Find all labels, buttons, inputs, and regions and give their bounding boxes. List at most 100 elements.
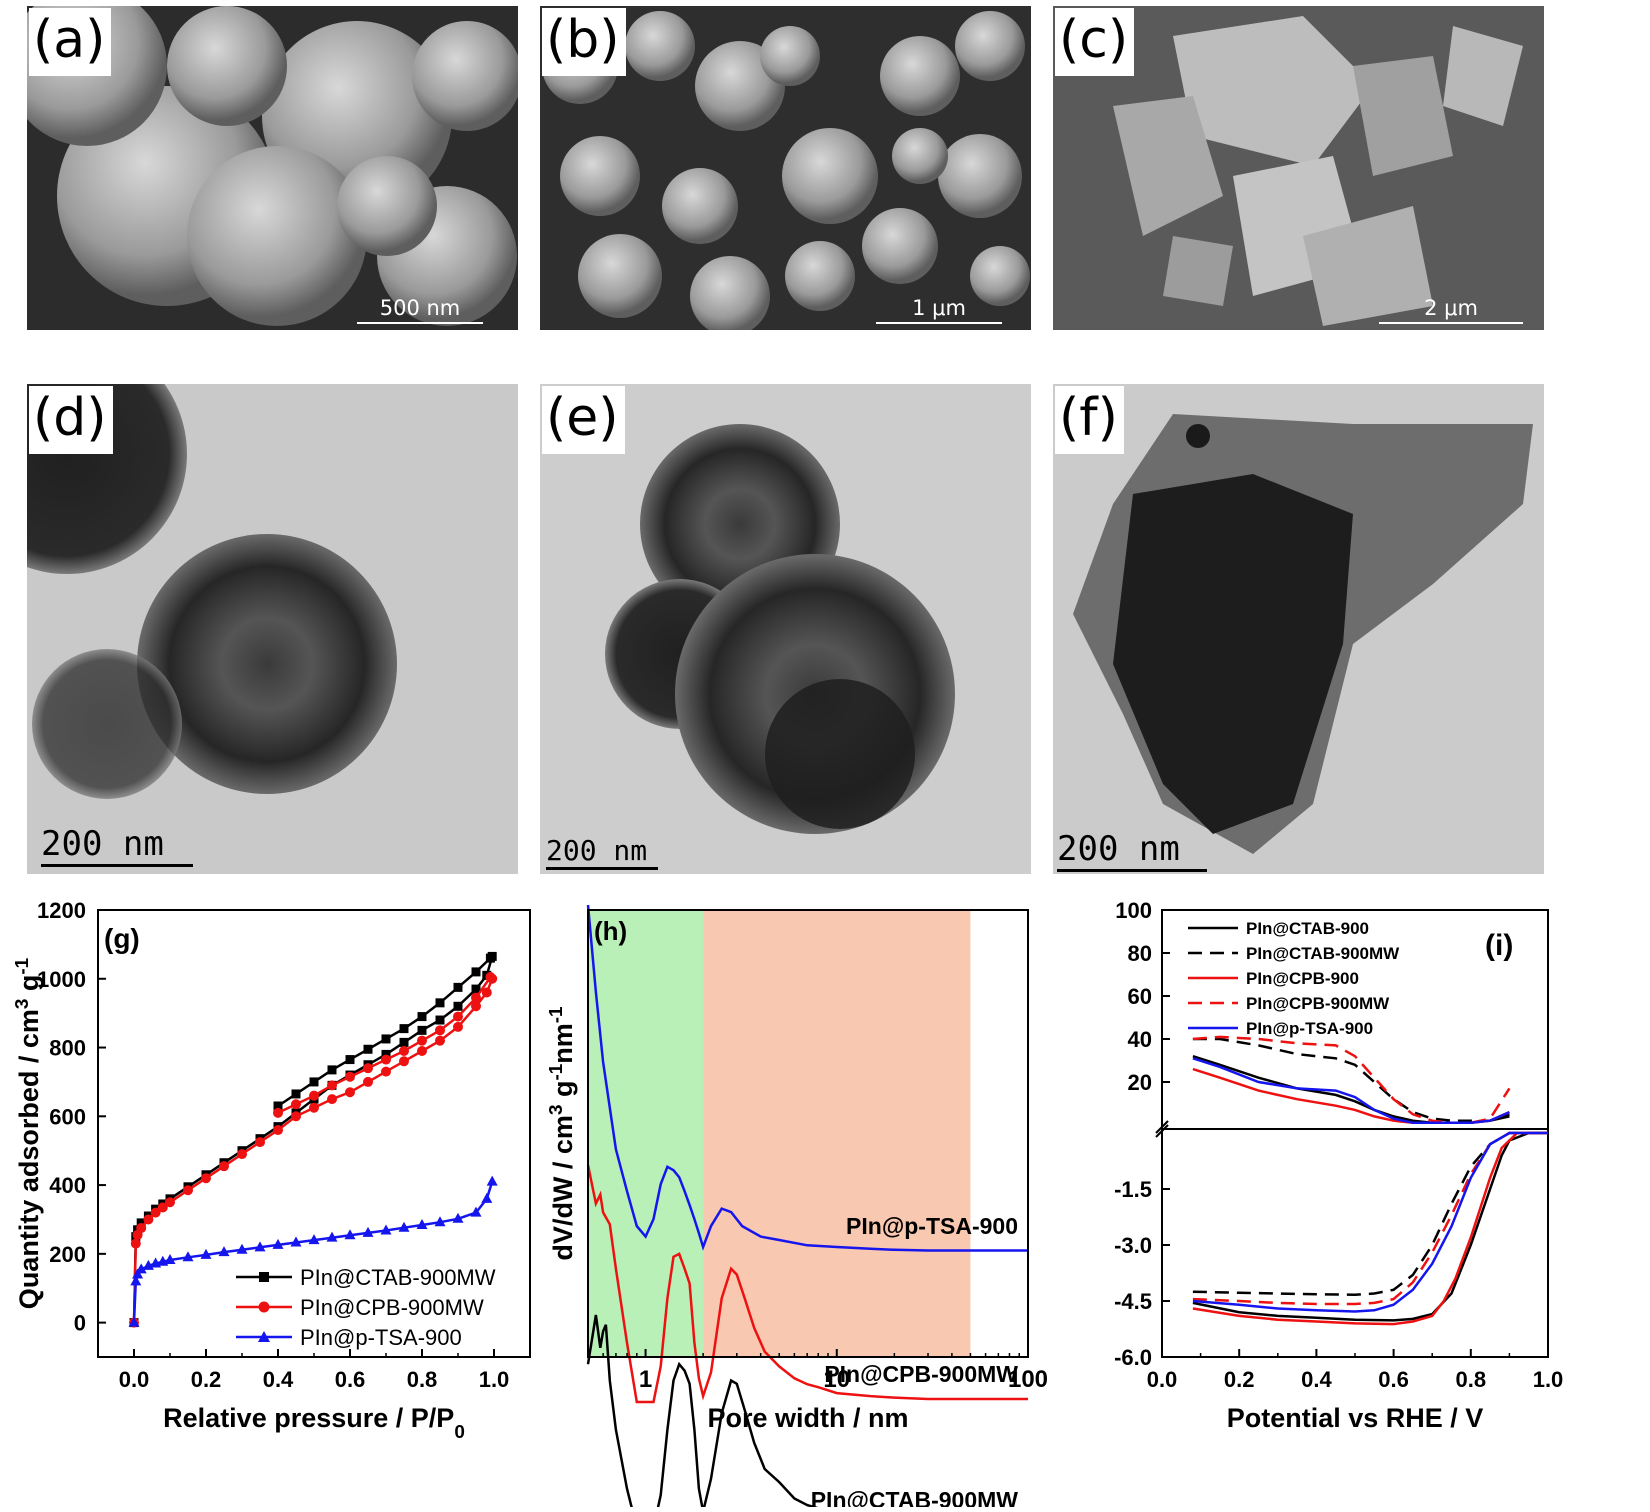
- chart-g-point: [254, 1241, 266, 1252]
- chart-g-point: [452, 1212, 464, 1223]
- chart-g-ytick-label: 800: [49, 1036, 86, 1061]
- chart-g-point: [327, 1065, 337, 1075]
- chart-h-region: [703, 910, 971, 1357]
- chart-g-point: [218, 1246, 230, 1257]
- chart-g-ylabel-part: 3: [12, 999, 33, 1010]
- chart-g-xtick-label: 1.0: [479, 1367, 510, 1392]
- tem-image-f: (f) 200 nm: [1053, 384, 1544, 874]
- chart-g-point: [165, 1197, 175, 1208]
- chart-g-xtick-label: 0.2: [191, 1367, 222, 1392]
- chart-g-point: [344, 1229, 356, 1240]
- chart-i-series-bottom: [1192, 1131, 1548, 1326]
- chart-g-ylabel-part: Quantity adsorbed / cm: [14, 1009, 44, 1309]
- chart-g-point: [381, 1066, 391, 1077]
- chart-g-point: [417, 1045, 427, 1056]
- chart-g-point: [132, 1268, 144, 1279]
- chart-g-point: [236, 1243, 248, 1254]
- chart-g-ytick-label: 600: [49, 1104, 86, 1129]
- chart-g-point: [135, 1263, 147, 1274]
- chart-h-ylabel-part: -1: [546, 1006, 567, 1023]
- scale-bar-f: 200 nm: [1057, 829, 1207, 872]
- chart-i: 0.0 0.2 0.4 0.6 0.8 1.0 20 40 60 80 100 -1.5 -3.0 -4.…: [1038, 895, 1650, 1507]
- panel-label-b: (b): [542, 8, 626, 76]
- chart-g-point: [272, 1238, 284, 1249]
- chart-g-panel-label: (g): [104, 923, 140, 954]
- chart-g-point: [309, 1077, 319, 1087]
- chart-g-point: [435, 1015, 445, 1025]
- chart-h-region: [588, 910, 704, 1357]
- chart-g-point: [309, 1102, 319, 1113]
- chart-g-point: [327, 1080, 337, 1091]
- chart-g-point: [130, 1238, 141, 1249]
- chart-g-point: [470, 1206, 482, 1217]
- chart-g-xlabel: Relative pressure / P/P0: [163, 1403, 465, 1443]
- chart-g-point: [362, 1226, 374, 1237]
- chart-g-point: [143, 1214, 154, 1225]
- chart-g-point: [380, 1224, 392, 1235]
- chart-i-break-mark: [1155, 1124, 1169, 1138]
- chart-g-point: [416, 1218, 428, 1229]
- chart-h-xlabel: Pore width / nm: [707, 1403, 908, 1433]
- sem-image-c: (c) 2 μm: [1053, 6, 1544, 330]
- chart-i-break-mark: [1155, 1120, 1169, 1134]
- chart-g-ytick-label: 1200: [37, 898, 86, 923]
- chart-g-point: [381, 1034, 391, 1044]
- chart-g-xtick-label: 0.4: [263, 1367, 294, 1392]
- chart-i-legend-label: PIn@p-TSA-900: [1246, 1019, 1373, 1038]
- chart-i-legend-label: PIn@CTAB-900MW: [1246, 944, 1400, 963]
- scale-bar-d: 200 nm: [41, 824, 193, 867]
- chart-g-ylabel-part: -1: [12, 958, 33, 975]
- chart-g-point: [237, 1149, 247, 1160]
- chart-g-point: [417, 1025, 427, 1035]
- chart-g-point: [130, 1275, 142, 1286]
- chart-g-point: [345, 1087, 355, 1098]
- chart-h-frame: [587, 909, 1029, 1358]
- panel-label-a: (a): [29, 8, 112, 76]
- chart-i-series-bottom: [1192, 1131, 1548, 1306]
- tem-image-d: (d) 200 nm: [27, 384, 518, 874]
- chart-g-legend-label: PIn@CTAB-900MW: [300, 1265, 496, 1290]
- chart-g-point: [471, 984, 481, 994]
- chart-g-point: [136, 1223, 147, 1234]
- chart-h-series-label: PIn@CPB-900MW: [824, 1361, 1018, 1387]
- chart-i-series-bottom: [1192, 1131, 1548, 1313]
- chart-g-point: [399, 1024, 409, 1034]
- chart-g-xlabel-part: Relative pressure / P/P: [163, 1403, 454, 1433]
- chart-i-svg: 0.0 0.2 0.4 0.6 0.8 1.0 20 40 60 80 100 -1.5 -3.0 -4.…: [1038, 898, 1563, 1433]
- chart-g-point: [345, 1055, 355, 1065]
- chart-i-series-top: [1192, 1055, 1510, 1125]
- chart-g-ytick-label: 1000: [37, 967, 86, 992]
- chart-g-point: [417, 1012, 427, 1022]
- chart-g-ytick-label: 400: [49, 1173, 86, 1198]
- scale-text-c: 2 μm: [1424, 296, 1478, 320]
- chart-i-ytick-label-bottom: -4.5: [1114, 1289, 1152, 1314]
- chart-g-ylabel-part: g: [14, 975, 44, 999]
- chart-g-legend-label: PIn@CPB-900MW: [300, 1295, 484, 1320]
- chart-g-point: [291, 1099, 301, 1110]
- chart-g-point: [453, 1011, 463, 1022]
- chart-i-series-bottom: [1192, 1131, 1548, 1296]
- chart-g-point: [471, 1001, 481, 1012]
- chart-h-ylabel: dV/dW / cm3 g-1nm-1: [546, 1006, 579, 1260]
- chart-h-ylabel-part: 3: [546, 1105, 567, 1116]
- scale-text-d: 200 nm: [41, 824, 164, 864]
- chart-g-point: [150, 1207, 161, 1218]
- chart-h-series-line: [586, 1164, 1028, 1404]
- chart-g-point: [326, 1231, 338, 1242]
- sem-image-b: (b) 1 μm: [540, 6, 1031, 330]
- chart-g-point: [417, 1035, 427, 1046]
- chart-g-point: [399, 1037, 409, 1047]
- chart-g-legend-label: PIn@p-TSA-900: [300, 1325, 462, 1350]
- chart-g-point: [435, 1035, 445, 1046]
- chart-g-point: [481, 987, 492, 998]
- scale-bar-a: 500 nm: [357, 296, 483, 324]
- chart-g-point: [453, 982, 463, 992]
- chart-g-point: [486, 1175, 498, 1186]
- chart-g-legend-marker: [259, 1272, 269, 1282]
- chart-g-point: [398, 1221, 410, 1232]
- chart-g-point: [291, 1089, 301, 1099]
- chart-g-point: [435, 998, 445, 1008]
- chart-g-point: [183, 1185, 193, 1196]
- chart-i-xtick-label: 0.0: [1147, 1367, 1178, 1392]
- chart-g-point: [434, 1216, 446, 1227]
